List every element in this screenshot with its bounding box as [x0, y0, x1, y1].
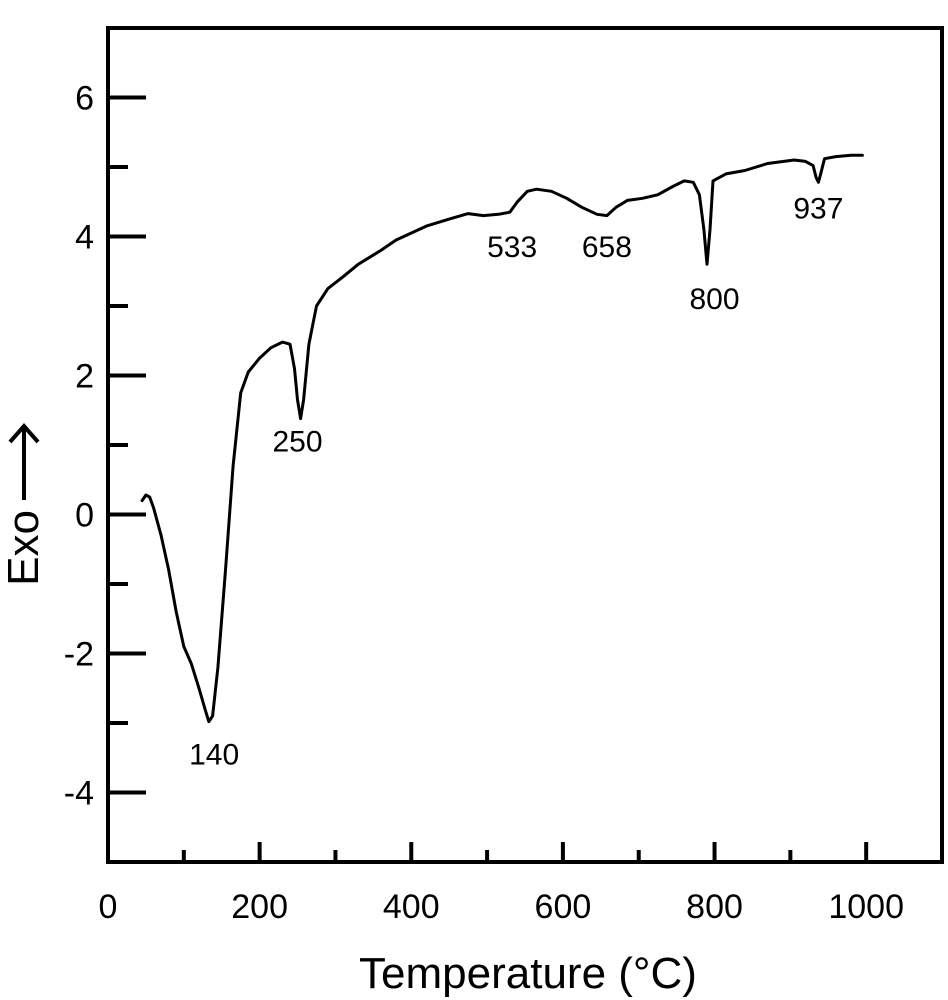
peak-label-250: 250 [273, 426, 323, 459]
series-line [140, 153, 864, 724]
y-tick-label-2: 2 [75, 358, 94, 396]
y-axis-title: Exo [0, 510, 48, 586]
peak-annotations: 140 250 533 658 800 937 [189, 193, 843, 772]
peak-label-658: 658 [582, 231, 632, 264]
x-axis-title: Temperature (°C) [359, 949, 697, 998]
peak-label-800: 800 [690, 283, 740, 316]
x-tick-label-800: 800 [686, 888, 743, 926]
y-tick-label-0: 0 [75, 497, 94, 535]
x-tick-label-0: 0 [99, 888, 118, 926]
plot-frame [106, 26, 944, 864]
plot-border [106, 26, 944, 864]
y-tick-label--2: -2 [64, 636, 94, 674]
peak-label-937: 937 [793, 193, 843, 226]
exo-arrow-icon [8, 422, 40, 500]
x-axis-tick-labels: 0 200 400 600 800 1000 [99, 888, 904, 926]
y-tick-label--4: -4 [64, 775, 94, 813]
peak-label-140: 140 [189, 738, 239, 771]
y-axis-ticks [108, 95, 146, 795]
x-tick-label-600: 600 [535, 888, 592, 926]
x-tick-label-400: 400 [383, 888, 440, 926]
x-axis-ticks [106, 842, 869, 862]
y-axis-title-group: Exo [0, 422, 48, 586]
y-tick-label-6: 6 [75, 80, 94, 118]
x-tick-label-1000: 1000 [828, 888, 904, 926]
y-axis-tick-labels: -4 -2 0 2 4 6 [64, 80, 94, 813]
y-tick-label-4: 4 [75, 219, 94, 257]
x-tick-label-200: 200 [231, 888, 288, 926]
peak-label-533: 533 [487, 231, 537, 264]
